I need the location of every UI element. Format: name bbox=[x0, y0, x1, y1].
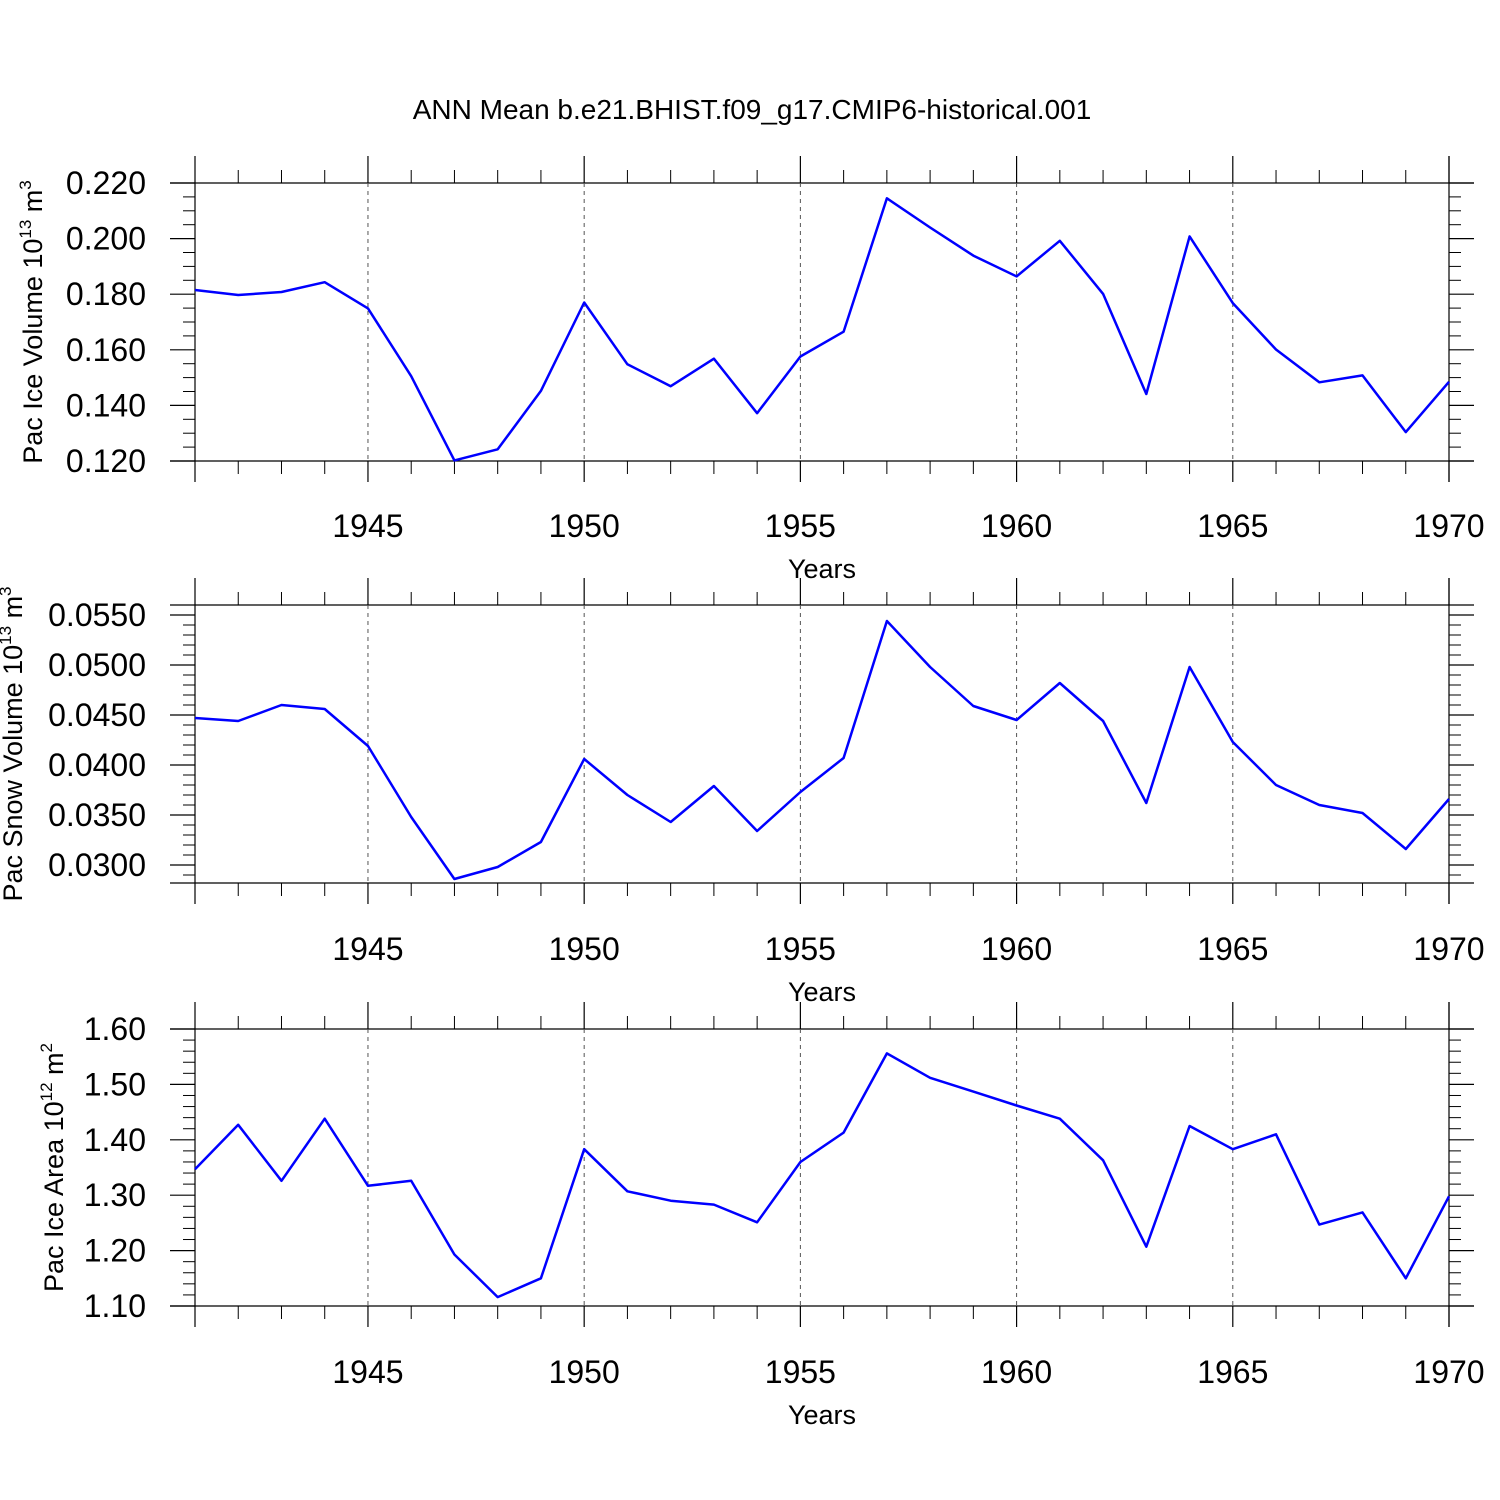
x-axis-title: Years bbox=[788, 554, 856, 584]
y-tick-label: 0.140 bbox=[66, 387, 146, 423]
x-tick-label: 1945 bbox=[332, 508, 403, 544]
y-axis-title: Pac Snow Volume 1013 m3 bbox=[0, 586, 28, 901]
x-tick-label: 1960 bbox=[981, 1354, 1052, 1390]
y-tick-label: 0.120 bbox=[66, 443, 146, 479]
x-tick-label: 1955 bbox=[765, 1354, 836, 1390]
series-line bbox=[194, 197, 1450, 462]
y-tick-label: 0.220 bbox=[66, 165, 146, 201]
y-tick-label: 0.0500 bbox=[48, 647, 146, 683]
x-axis-title: Years bbox=[788, 977, 856, 1007]
x-tick-label: 1965 bbox=[1197, 1354, 1268, 1390]
y-tick-label: 1.50 bbox=[84, 1066, 146, 1102]
x-tick-label: 1955 bbox=[765, 931, 836, 967]
y-axis-title-unit: m bbox=[18, 190, 48, 220]
y-axis-title: Pac Ice Area 1012 m2 bbox=[37, 1043, 69, 1292]
y-axis-title-unit-exp: 2 bbox=[37, 1043, 56, 1052]
x-tick-label: 1970 bbox=[1413, 508, 1484, 544]
chart-panel-1: 1945 1950 1955 1960 1965 1970 0.120 0.140 0.160 0… bbox=[16, 156, 1485, 584]
y-tick-label: 1.60 bbox=[84, 1011, 146, 1047]
y-tick-label: 0.0350 bbox=[48, 797, 146, 833]
y-tick-label: 0.0550 bbox=[48, 597, 146, 633]
y-tick-label: 0.0300 bbox=[48, 847, 146, 883]
x-tick-label: 1945 bbox=[332, 1354, 403, 1390]
x-tick-label: 1955 bbox=[765, 508, 836, 544]
y-axis-title-main: Pac Ice Volume 10 bbox=[18, 239, 48, 464]
x-tick-label: 1950 bbox=[549, 1354, 620, 1390]
x-tick-label: 1950 bbox=[549, 931, 620, 967]
y-axis-title-unit: m bbox=[39, 1052, 69, 1082]
y-tick-label: 1.30 bbox=[84, 1177, 146, 1213]
y-tick-label: 1.40 bbox=[84, 1122, 146, 1158]
y-axis-title-unit: m bbox=[0, 596, 28, 626]
x-tick-label: 1970 bbox=[1413, 1354, 1484, 1390]
x-tick-label: 1950 bbox=[549, 508, 620, 544]
y-axis-title-unit-exp: 3 bbox=[0, 586, 15, 595]
y-axis-title-main: Pac Snow Volume 10 bbox=[0, 645, 28, 902]
y-tick-label: 0.180 bbox=[66, 276, 146, 312]
y-tick-label: 0.160 bbox=[66, 332, 146, 368]
series-line bbox=[194, 1052, 1451, 1299]
y-axis-title-exp: 13 bbox=[16, 220, 35, 239]
y-tick-label: 1.20 bbox=[84, 1233, 146, 1269]
y-tick-label: 0.0400 bbox=[48, 747, 146, 783]
x-axis-title: Years bbox=[788, 1400, 856, 1430]
x-tick-label: 1965 bbox=[1197, 508, 1268, 544]
y-axis-title-exp: 13 bbox=[0, 626, 15, 645]
y-tick-label: 0.0450 bbox=[48, 697, 146, 733]
chart-panels: 1945 1950 1955 1960 1965 1970 0.120 0.140 0.160 0… bbox=[0, 156, 1485, 1430]
y-axis-title-exp: 12 bbox=[37, 1082, 56, 1101]
x-tick-label: 1960 bbox=[981, 508, 1052, 544]
x-tick-label: 1960 bbox=[981, 931, 1052, 967]
chart-panel-2: 1945 1950 1955 1960 1965 1970 0.0300 0.0350 0.04… bbox=[0, 578, 1485, 1007]
y-tick-label: 0.200 bbox=[66, 221, 146, 257]
y-axis-title-main: Pac Ice Area 10 bbox=[39, 1101, 69, 1292]
chart-panel-3: 1945 1950 1955 1960 1965 1970 1.10 1.20 1.30 1.40… bbox=[37, 1002, 1485, 1430]
x-tick-label: 1945 bbox=[332, 931, 403, 967]
x-tick-label: 1965 bbox=[1197, 931, 1268, 967]
y-axis-title-unit-exp: 3 bbox=[16, 180, 35, 189]
y-axis-title: Pac Ice Volume 1013 m3 bbox=[16, 180, 48, 464]
x-tick-label: 1970 bbox=[1413, 931, 1484, 967]
chart-title: ANN Mean b.e21.BHIST.f09_g17.CMIP6-histo… bbox=[413, 94, 1092, 125]
series-line bbox=[194, 619, 1450, 881]
y-tick-label: 1.10 bbox=[84, 1288, 146, 1324]
